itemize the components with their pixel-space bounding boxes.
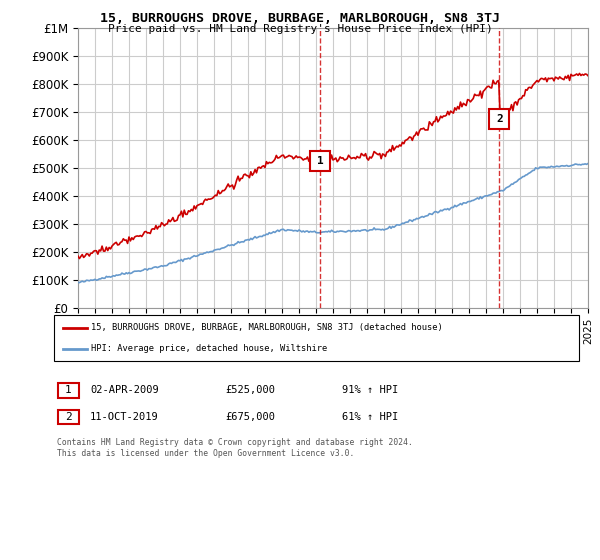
Text: 61% ↑ HPI: 61% ↑ HPI [342, 412, 398, 422]
Text: 1: 1 [317, 156, 323, 166]
Text: £525,000: £525,000 [225, 385, 275, 395]
Text: 1: 1 [65, 385, 72, 395]
Text: 15, BURROUGHS DROVE, BURBAGE, MARLBOROUGH, SN8 3TJ (detached house): 15, BURROUGHS DROVE, BURBAGE, MARLBOROUG… [91, 323, 443, 332]
Text: 02-APR-2009: 02-APR-2009 [90, 385, 159, 395]
Text: HPI: Average price, detached house, Wiltshire: HPI: Average price, detached house, Wilt… [91, 344, 328, 353]
Text: 11-OCT-2019: 11-OCT-2019 [90, 412, 159, 422]
Text: Price paid vs. HM Land Registry's House Price Index (HPI): Price paid vs. HM Land Registry's House … [107, 24, 493, 34]
Text: 15, BURROUGHS DROVE, BURBAGE, MARLBOROUGH, SN8 3TJ: 15, BURROUGHS DROVE, BURBAGE, MARLBOROUG… [100, 12, 500, 25]
Text: 2: 2 [496, 114, 503, 124]
Text: 2: 2 [65, 412, 72, 422]
Text: £675,000: £675,000 [225, 412, 275, 422]
Text: Contains HM Land Registry data © Crown copyright and database right 2024.
This d: Contains HM Land Registry data © Crown c… [57, 438, 413, 458]
Text: 91% ↑ HPI: 91% ↑ HPI [342, 385, 398, 395]
